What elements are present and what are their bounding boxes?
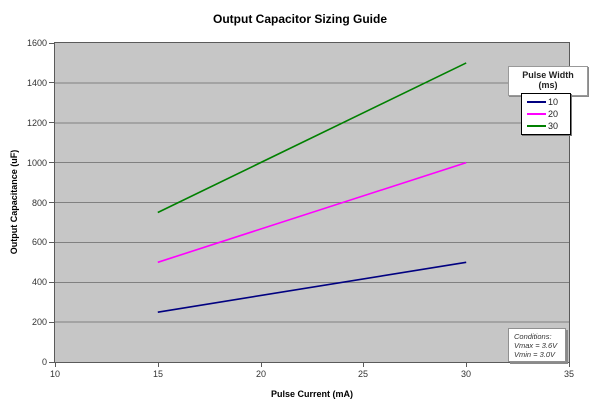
legend-title-line2: (ms) — [538, 80, 558, 90]
y-tick-mark — [49, 242, 54, 243]
x-axis-title: Pulse Current (mA) — [270, 389, 353, 399]
y-tick-mark — [49, 202, 54, 203]
y-tick-label: 200 — [31, 317, 47, 327]
y-tick-mark — [49, 43, 54, 44]
legend-line-swatch — [527, 101, 546, 103]
x-tick-mark — [363, 363, 364, 367]
x-tick-mark — [466, 363, 467, 367]
x-tick-mark — [261, 363, 262, 367]
conditions-line: Vmax = 3.6V — [514, 341, 558, 350]
legend-title-box: Pulse Width (ms) — [508, 66, 588, 96]
x-tick-label: 20 — [255, 369, 266, 379]
y-tick-label: 1400 — [26, 78, 47, 88]
legend-entry: 10 — [527, 96, 570, 108]
legend: 10 20 30 — [521, 93, 571, 135]
x-tick-label: 10 — [49, 369, 60, 379]
chart-title: Output Capacitor Sizing Guide — [213, 12, 387, 26]
legend-title-line1: Pulse Width — [522, 70, 574, 80]
y-tick-label: 1000 — [26, 158, 47, 168]
x-tick-label: 35 — [563, 369, 574, 379]
legend-line-swatch — [527, 113, 546, 115]
legend-entry: 20 — [527, 108, 570, 120]
legend-entry: 30 — [527, 120, 570, 132]
series-line-20ms — [157, 161, 467, 264]
x-tick-mark — [158, 363, 159, 367]
y-tick-label: 400 — [31, 277, 47, 287]
legend-line-swatch — [527, 125, 546, 127]
plot-area — [54, 42, 570, 363]
series-line-30ms — [157, 62, 467, 214]
y-tick-label: 0 — [41, 357, 47, 367]
legend-entry-label: 10 — [548, 97, 559, 107]
y-tick-label: 1200 — [26, 118, 47, 128]
x-tick-label: 15 — [152, 369, 163, 379]
series-line-10ms — [157, 261, 467, 313]
plot-svg — [55, 62, 569, 323]
y-tick-mark — [49, 82, 54, 83]
y-tick-mark — [49, 282, 54, 283]
y-tick-label: 600 — [31, 237, 47, 247]
x-tick-label: 30 — [460, 369, 471, 379]
legend-entry-label: 30 — [548, 121, 559, 131]
y-tick-mark — [49, 122, 54, 123]
y-tick-mark — [49, 162, 54, 163]
x-tick-label: 25 — [357, 369, 368, 379]
y-tick-label: 800 — [31, 198, 47, 208]
y-tick-mark — [49, 362, 54, 363]
x-tick-mark — [55, 363, 56, 367]
conditions-line: Vmin = 3.0V — [514, 350, 556, 359]
y-tick-label: 1600 — [26, 38, 47, 48]
x-tick-mark — [569, 363, 570, 367]
y-tick-mark — [49, 322, 54, 323]
conditions-line: Conditions: — [514, 332, 552, 341]
legend-entry-label: 20 — [548, 109, 559, 119]
conditions-annotation: Conditions: Vmax = 3.6V Vmin = 3.0V — [508, 328, 566, 362]
